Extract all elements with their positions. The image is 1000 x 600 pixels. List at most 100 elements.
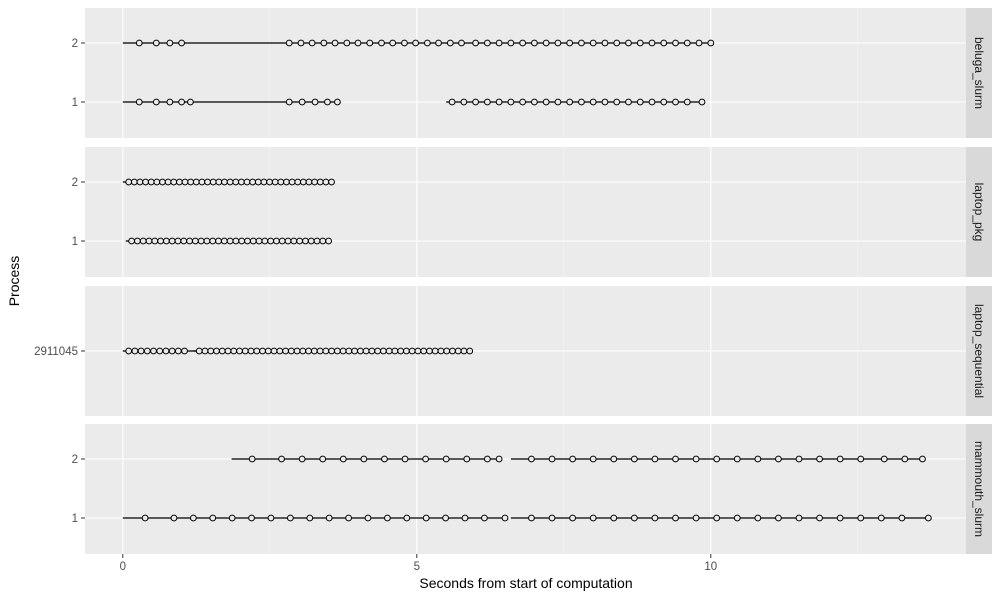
panel-background bbox=[85, 8, 966, 138]
data-point bbox=[207, 347, 215, 355]
data-point bbox=[554, 39, 562, 47]
data-point bbox=[519, 98, 527, 106]
data-point bbox=[816, 514, 823, 522]
data-point bbox=[446, 39, 454, 47]
data-point bbox=[333, 347, 341, 355]
data-point bbox=[531, 39, 538, 47]
data-point bbox=[137, 347, 145, 355]
data-point bbox=[589, 39, 597, 47]
data-point bbox=[266, 178, 273, 186]
y-tick-label: 1 bbox=[72, 513, 78, 525]
data-point bbox=[310, 347, 318, 355]
y-tick-label: 1 bbox=[72, 97, 78, 109]
y-axis-title: Process bbox=[6, 256, 22, 307]
data-point bbox=[298, 98, 306, 106]
data-point bbox=[442, 514, 450, 522]
data-point bbox=[531, 98, 538, 106]
data-point bbox=[224, 347, 232, 355]
data-point bbox=[134, 237, 141, 245]
data-point bbox=[204, 178, 211, 186]
facet-strip bbox=[966, 286, 992, 416]
data-point bbox=[220, 237, 228, 245]
data-point bbox=[472, 39, 480, 47]
data-point bbox=[213, 347, 220, 355]
data-point bbox=[414, 347, 422, 355]
data-point bbox=[244, 237, 251, 245]
data-point bbox=[226, 178, 234, 186]
data-point bbox=[270, 347, 278, 355]
data-point bbox=[218, 347, 226, 355]
data-point bbox=[401, 39, 408, 47]
data-point bbox=[692, 514, 700, 522]
data-point bbox=[683, 39, 691, 47]
data-point bbox=[162, 237, 170, 245]
facet-panels: 1 2 beluga_slurm 1 2 laptop_pkg 2911045 laptop_… bbox=[34, 8, 992, 554]
data-point bbox=[253, 347, 261, 355]
data-point bbox=[230, 347, 238, 355]
data-point bbox=[209, 514, 217, 522]
data-point bbox=[733, 455, 741, 463]
data-point bbox=[754, 455, 762, 463]
data-point bbox=[368, 347, 376, 355]
x-axis: 0 5 10 bbox=[120, 554, 717, 573]
y-tick-label: 2 bbox=[72, 454, 78, 466]
data-point bbox=[282, 347, 289, 355]
data-point bbox=[297, 39, 305, 47]
data-point bbox=[713, 455, 721, 463]
data-point bbox=[460, 347, 468, 355]
data-point bbox=[241, 347, 249, 355]
data-point bbox=[569, 455, 577, 463]
data-point bbox=[156, 347, 164, 355]
data-point bbox=[836, 514, 844, 522]
data-point bbox=[589, 455, 597, 463]
data-point bbox=[271, 178, 279, 186]
data-point bbox=[672, 455, 679, 463]
data-point bbox=[483, 39, 491, 47]
data-point bbox=[733, 514, 741, 522]
data-point bbox=[191, 237, 199, 245]
data-point bbox=[139, 237, 147, 245]
data-point bbox=[215, 237, 222, 245]
data-point bbox=[131, 347, 139, 355]
data-point bbox=[420, 347, 428, 355]
data-point bbox=[331, 39, 339, 47]
data-point bbox=[339, 455, 347, 463]
data-point bbox=[454, 347, 462, 355]
data-point bbox=[613, 39, 621, 47]
data-point bbox=[636, 98, 644, 106]
data-point bbox=[296, 237, 304, 245]
data-point bbox=[472, 98, 480, 106]
data-point bbox=[278, 237, 286, 245]
data-point bbox=[125, 347, 133, 355]
data-point bbox=[203, 237, 211, 245]
data-point bbox=[287, 347, 295, 355]
data-point bbox=[519, 39, 527, 47]
data-point bbox=[542, 98, 550, 106]
data-point bbox=[354, 39, 362, 47]
data-point bbox=[195, 347, 203, 355]
data-point bbox=[362, 347, 370, 355]
y-tick-label: 1 bbox=[72, 236, 78, 248]
data-point bbox=[247, 347, 255, 355]
data-point bbox=[880, 455, 888, 463]
data-point bbox=[320, 39, 328, 47]
facet-strip-label: laptop_sequential bbox=[972, 304, 986, 398]
data-point bbox=[391, 347, 399, 355]
data-point bbox=[267, 514, 275, 522]
data-point bbox=[308, 39, 316, 47]
data-point bbox=[170, 514, 178, 522]
x-tick-label: 0 bbox=[120, 561, 126, 573]
data-point bbox=[125, 178, 133, 186]
data-point bbox=[294, 178, 302, 186]
data-point bbox=[857, 455, 865, 463]
data-point bbox=[495, 455, 503, 463]
data-point bbox=[378, 39, 385, 47]
data-point bbox=[630, 514, 638, 522]
data-point bbox=[248, 455, 256, 463]
data-point bbox=[898, 514, 906, 522]
facet-strip bbox=[966, 8, 992, 138]
data-point bbox=[548, 455, 556, 463]
data-point bbox=[311, 98, 319, 106]
data-point bbox=[507, 98, 515, 106]
data-point bbox=[152, 98, 160, 106]
